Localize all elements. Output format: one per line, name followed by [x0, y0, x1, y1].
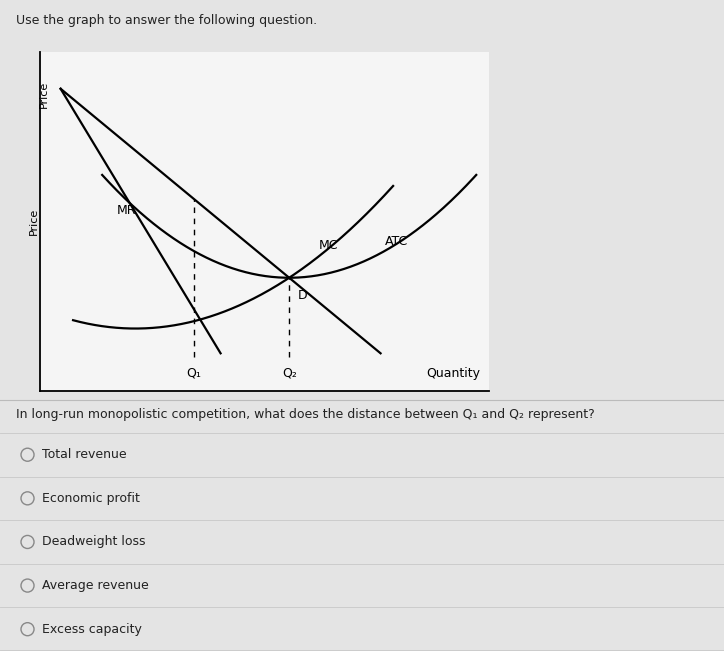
Text: Price: Price	[39, 80, 49, 107]
Text: Q₁: Q₁	[186, 367, 201, 380]
Y-axis label: Price: Price	[28, 208, 38, 235]
Text: ATC: ATC	[384, 235, 408, 248]
Text: Quantity: Quantity	[426, 367, 481, 380]
Text: D: D	[298, 289, 307, 302]
Text: MC: MC	[319, 240, 338, 253]
Text: Total revenue: Total revenue	[42, 449, 127, 461]
Text: MR: MR	[117, 204, 136, 217]
Text: Average revenue: Average revenue	[42, 579, 148, 592]
Text: In long-run monopolistic competition, what does the distance between Q₁ and Q₂ r: In long-run monopolistic competition, wh…	[16, 408, 594, 421]
Text: Economic profit: Economic profit	[42, 492, 140, 505]
Text: Deadweight loss: Deadweight loss	[42, 536, 146, 548]
Text: Q₂: Q₂	[282, 367, 297, 380]
Text: Use the graph to answer the following question.: Use the graph to answer the following qu…	[16, 14, 317, 27]
Text: Excess capacity: Excess capacity	[42, 623, 142, 635]
